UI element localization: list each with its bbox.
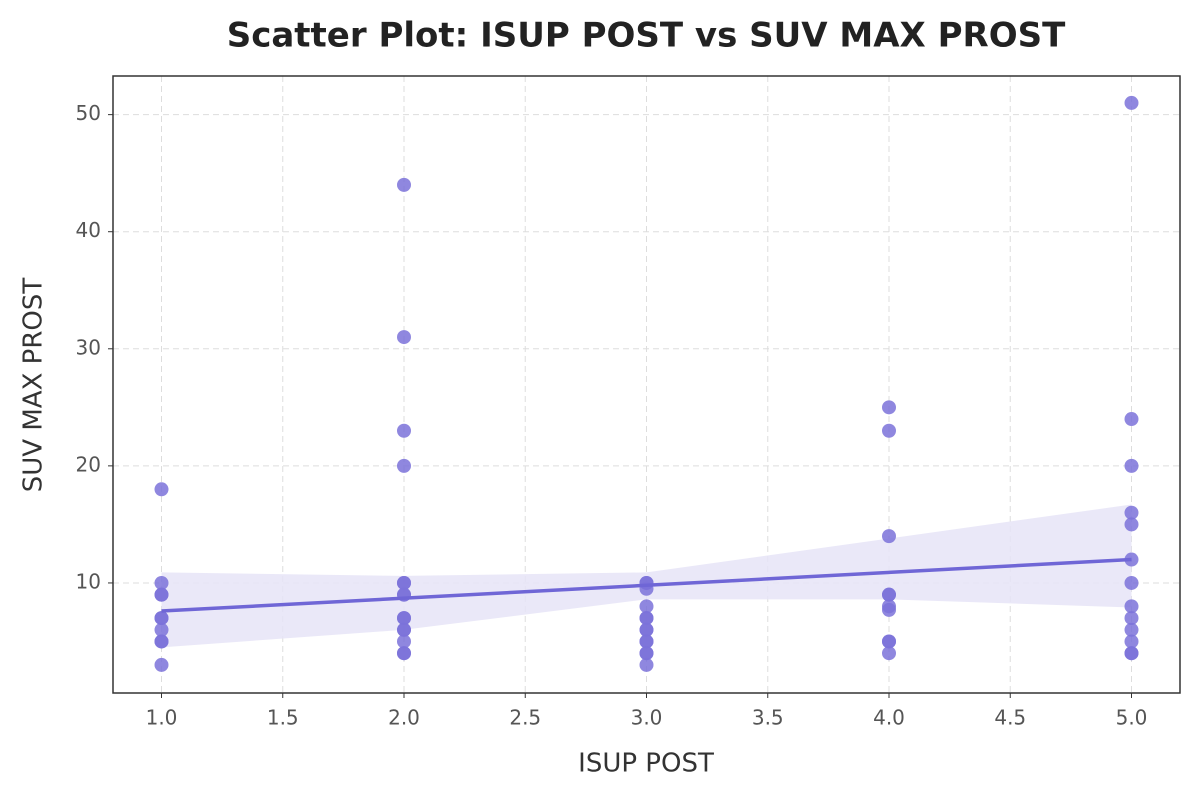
data-point — [397, 330, 411, 345]
data-point — [1124, 412, 1139, 427]
data-point — [1124, 646, 1139, 661]
x-tick-label: 1.5 — [267, 706, 299, 730]
data-point — [1124, 634, 1139, 649]
data-point — [882, 602, 896, 617]
y-tick-label: 30 — [76, 335, 101, 359]
data-point — [397, 611, 411, 626]
data-point — [882, 423, 896, 438]
data-point — [397, 646, 411, 661]
regression-line — [161, 557, 1132, 613]
data-point — [882, 587, 896, 602]
data-point — [154, 634, 169, 649]
y-tick-label: 10 — [76, 569, 101, 593]
x-tick-label: 4.5 — [994, 706, 1026, 730]
y-tick-label: 40 — [76, 218, 101, 242]
x-tick-label: 1.0 — [146, 706, 178, 730]
data-point — [882, 529, 896, 544]
data-point — [1124, 458, 1139, 473]
x-tick-label: 2.5 — [509, 706, 541, 730]
x-axis-label: ISUP POST — [578, 749, 714, 779]
data-point — [154, 622, 169, 637]
data-point — [1124, 611, 1139, 626]
data-point — [154, 587, 169, 602]
y-tick-label: 50 — [76, 101, 101, 125]
data-point — [397, 634, 411, 649]
data-point — [1124, 505, 1139, 520]
data-point — [397, 575, 411, 590]
data-point — [882, 400, 896, 415]
data-point — [639, 599, 654, 614]
data-point — [1124, 95, 1139, 110]
plot-area — [154, 95, 1139, 672]
x-tick-label: 5.0 — [1116, 706, 1148, 730]
data-point — [1124, 622, 1139, 637]
data-point — [397, 622, 411, 637]
data-point — [639, 634, 654, 649]
x-tick-label: 3.5 — [752, 706, 784, 730]
data-point — [397, 458, 411, 473]
data-point — [882, 646, 896, 661]
data-point — [154, 611, 169, 626]
data-point — [154, 482, 169, 497]
data-point — [397, 177, 411, 192]
data-point — [639, 622, 654, 637]
data-point — [1124, 575, 1139, 590]
x-tick-label: 4.0 — [873, 706, 905, 730]
data-point — [154, 657, 169, 672]
data-point — [639, 657, 654, 672]
chart-title: Scatter Plot: ISUP POST vs SUV MAX PROST — [227, 16, 1066, 56]
data-point — [639, 611, 654, 626]
data-point — [639, 646, 654, 661]
x-tick-label: 2.0 — [388, 706, 420, 730]
x-tick-label: 3.0 — [631, 706, 663, 730]
data-point — [397, 423, 411, 438]
y-axis-label: SUV MAX PROST — [19, 278, 49, 493]
data-point — [1124, 599, 1139, 614]
data-point — [1124, 517, 1139, 532]
y-tick-label: 20 — [76, 452, 101, 476]
data-point — [154, 575, 169, 590]
data-point — [882, 634, 896, 649]
